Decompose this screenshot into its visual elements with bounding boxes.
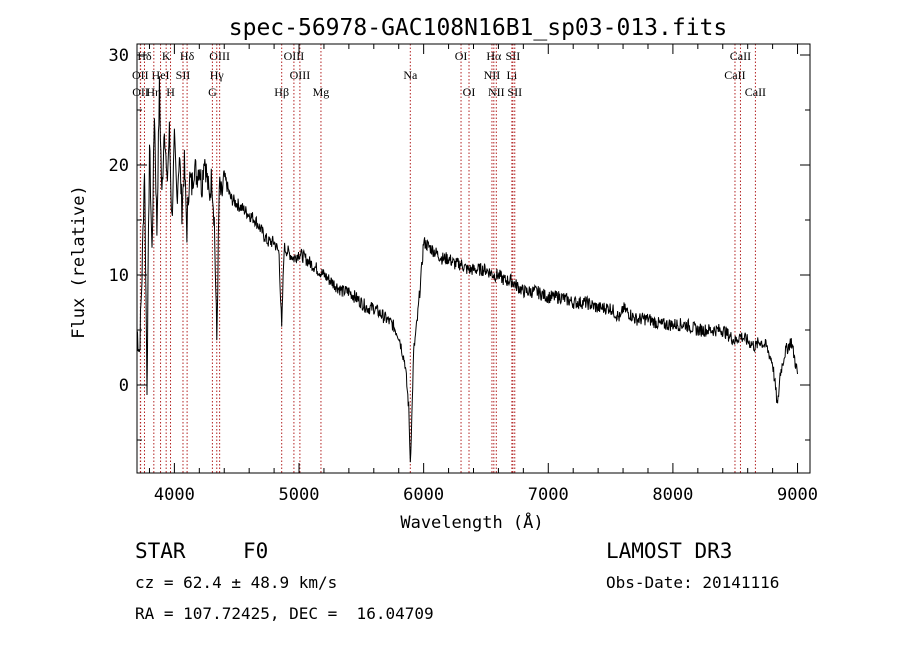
marker-label: NII [488, 85, 505, 99]
marker-label: CaII [745, 85, 766, 99]
marker-label: Hδ [180, 49, 195, 63]
y-tick-label: 20 [109, 156, 129, 176]
marker-label: G [208, 85, 217, 99]
y-tick-label: 30 [109, 46, 129, 66]
coordinates-readout: RA = 107.72425, DEC = 16.04709 [135, 604, 434, 623]
marker-label: OIII [290, 68, 311, 82]
marker-label: CaII [724, 68, 745, 82]
marker-label: Li [507, 68, 518, 82]
marker-label: SII [176, 68, 191, 82]
marker-label: SII [507, 85, 522, 99]
x-axis-label: Wavelength (Å) [400, 511, 543, 533]
y-tick-label: 0 [119, 376, 129, 396]
marker-label: SII [506, 49, 521, 63]
plot-frame [136, 43, 811, 474]
survey-name: LAMOST DR3 [606, 539, 733, 563]
x-tick-label: 8000 [652, 485, 693, 505]
marker-label: H [166, 85, 175, 99]
marker-label: Hδ [137, 49, 152, 63]
marker-label: OII [132, 68, 149, 82]
marker-label: Hγ [210, 68, 225, 82]
spectrum-line [136, 76, 798, 463]
marker-label: CaII [730, 49, 751, 63]
marker-label: Mg [313, 85, 330, 99]
y-axis-label: Flux (relative) [69, 185, 89, 339]
axes: 4000 5000 6000 7000 8000 9000 0 10 20 30 [109, 44, 818, 505]
marker-label: K [162, 49, 171, 63]
marker-label: OIII [209, 49, 230, 63]
marker-label: Hβ [274, 85, 289, 99]
x-tick-label: 9000 [777, 485, 818, 505]
obs-date: Obs-Date: 20141116 [606, 573, 780, 592]
redshift-readout: cz = 62.4 ± 48.9 km/s [135, 573, 338, 592]
x-tick-label: 7000 [528, 485, 569, 505]
x-tick-label: 5000 [279, 485, 320, 505]
x-tick-label: 6000 [403, 485, 444, 505]
x-tick-label: 4000 [154, 485, 195, 505]
marker-label: HeI [152, 68, 170, 82]
chart-title: spec-56978-GAC108N16B1_sp03-013.fits [229, 15, 728, 41]
marker-label: Hη [146, 85, 161, 99]
marker-label: NII [484, 68, 501, 82]
marker-label: Hα [486, 49, 502, 63]
marker-label: OI [455, 49, 468, 63]
spectrum-line-group [136, 76, 798, 463]
marker-label: OI [463, 85, 476, 99]
marker-label: Na [403, 68, 418, 82]
marker-label: OIII [284, 49, 305, 63]
object-type: STAR [135, 539, 186, 563]
spectral-subclass: F0 [243, 539, 269, 563]
marker-label: OII [132, 85, 149, 99]
y-tick-label: 10 [109, 266, 129, 286]
